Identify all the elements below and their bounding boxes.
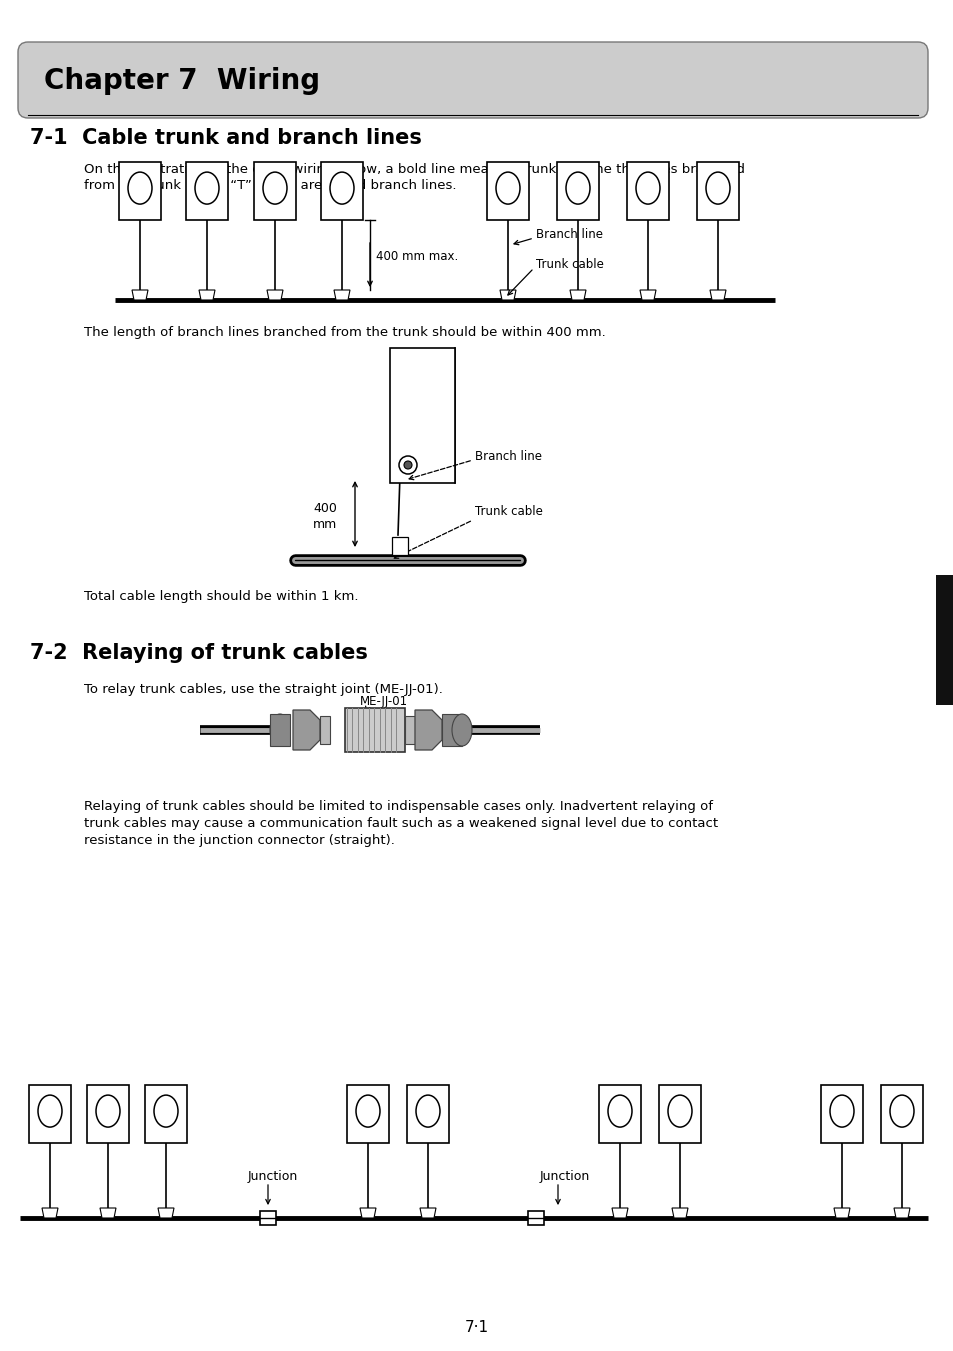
Polygon shape — [359, 1208, 375, 1219]
Text: Trunk cable: Trunk cable — [536, 258, 603, 272]
Polygon shape — [419, 1208, 436, 1219]
Ellipse shape — [398, 457, 416, 474]
Bar — [270, 713, 290, 746]
Ellipse shape — [416, 1096, 439, 1127]
Polygon shape — [267, 290, 283, 300]
Bar — [390, 349, 455, 484]
Bar — [392, 536, 408, 555]
Text: 400 mm max.: 400 mm max. — [375, 250, 457, 263]
Ellipse shape — [452, 713, 472, 746]
Text: Relaying of trunk cables should be limited to indispensable cases only. Inadvert: Relaying of trunk cables should be limit… — [84, 800, 712, 813]
Polygon shape — [199, 290, 214, 300]
Bar — [347, 1085, 389, 1143]
Ellipse shape — [829, 1096, 853, 1127]
Ellipse shape — [330, 172, 354, 204]
Ellipse shape — [705, 172, 729, 204]
Bar — [119, 162, 161, 220]
Text: Branch line: Branch line — [475, 450, 541, 463]
Ellipse shape — [128, 172, 152, 204]
Polygon shape — [293, 711, 319, 750]
Bar — [821, 1085, 862, 1143]
Polygon shape — [132, 290, 148, 300]
Polygon shape — [569, 290, 585, 300]
Bar — [260, 1210, 275, 1225]
Bar — [598, 1085, 640, 1143]
Polygon shape — [671, 1208, 687, 1219]
Text: On the illustration of the cable wiring below, a bold line means a trunk and the: On the illustration of the cable wiring … — [84, 163, 744, 176]
Bar — [186, 162, 228, 220]
Bar — [441, 713, 461, 746]
Bar — [345, 708, 405, 753]
Polygon shape — [415, 711, 441, 750]
Bar — [626, 162, 668, 220]
Text: resistance in the junction connector (straight).: resistance in the junction connector (st… — [84, 834, 395, 847]
Ellipse shape — [403, 461, 412, 469]
Bar — [145, 1085, 187, 1143]
Ellipse shape — [667, 1096, 691, 1127]
Ellipse shape — [565, 172, 589, 204]
Text: Chapter 7  Wiring: Chapter 7 Wiring — [44, 68, 320, 95]
Bar — [405, 716, 415, 744]
Polygon shape — [42, 1208, 58, 1219]
Text: Branch line: Branch line — [536, 228, 602, 240]
Bar — [697, 162, 739, 220]
Text: 7·1: 7·1 — [464, 1320, 489, 1335]
Bar — [935, 576, 953, 705]
Ellipse shape — [263, 172, 287, 204]
Polygon shape — [499, 290, 516, 300]
Text: Junction: Junction — [248, 1170, 298, 1183]
Text: The length of branch lines branched from the trunk should be within 400 mm.: The length of branch lines branched from… — [84, 326, 605, 339]
Text: Total cable length should be within 1 km.: Total cable length should be within 1 km… — [84, 590, 358, 603]
Text: Junction: Junction — [539, 1170, 590, 1183]
Ellipse shape — [355, 1096, 379, 1127]
Bar — [407, 1085, 449, 1143]
Text: Trunk cable: Trunk cable — [475, 505, 542, 517]
Polygon shape — [334, 290, 350, 300]
Text: 7-1  Cable trunk and branch lines: 7-1 Cable trunk and branch lines — [30, 128, 421, 149]
Polygon shape — [893, 1208, 909, 1219]
Polygon shape — [833, 1208, 849, 1219]
Polygon shape — [158, 1208, 173, 1219]
Bar — [319, 716, 330, 744]
Text: To relay trunk cables, use the straight joint (ME-JJ-01).: To relay trunk cables, use the straight … — [84, 684, 442, 696]
Ellipse shape — [194, 172, 219, 204]
Polygon shape — [612, 1208, 627, 1219]
Text: ME-JJ-01: ME-JJ-01 — [359, 694, 408, 708]
Ellipse shape — [636, 172, 659, 204]
Ellipse shape — [889, 1096, 913, 1127]
Ellipse shape — [270, 713, 290, 746]
Bar — [880, 1085, 923, 1143]
Bar — [486, 162, 529, 220]
Polygon shape — [639, 290, 656, 300]
Bar — [253, 162, 295, 220]
Text: trunk cables may cause a communication fault such as a weakened signal level due: trunk cables may cause a communication f… — [84, 817, 718, 830]
Ellipse shape — [153, 1096, 178, 1127]
Polygon shape — [709, 290, 725, 300]
Text: 400
mm: 400 mm — [313, 503, 336, 531]
Text: 7-2  Relaying of trunk cables: 7-2 Relaying of trunk cables — [30, 643, 368, 663]
Bar — [320, 162, 363, 220]
Bar — [557, 162, 598, 220]
Ellipse shape — [38, 1096, 62, 1127]
Bar — [659, 1085, 700, 1143]
Ellipse shape — [496, 172, 519, 204]
Polygon shape — [100, 1208, 116, 1219]
Bar — [87, 1085, 129, 1143]
Ellipse shape — [96, 1096, 120, 1127]
FancyBboxPatch shape — [18, 42, 927, 118]
Bar — [29, 1085, 71, 1143]
Bar — [527, 1210, 543, 1225]
Ellipse shape — [607, 1096, 631, 1127]
Text: from the trunk with a “T” shape are called branch lines.: from the trunk with a “T” shape are call… — [84, 178, 456, 192]
